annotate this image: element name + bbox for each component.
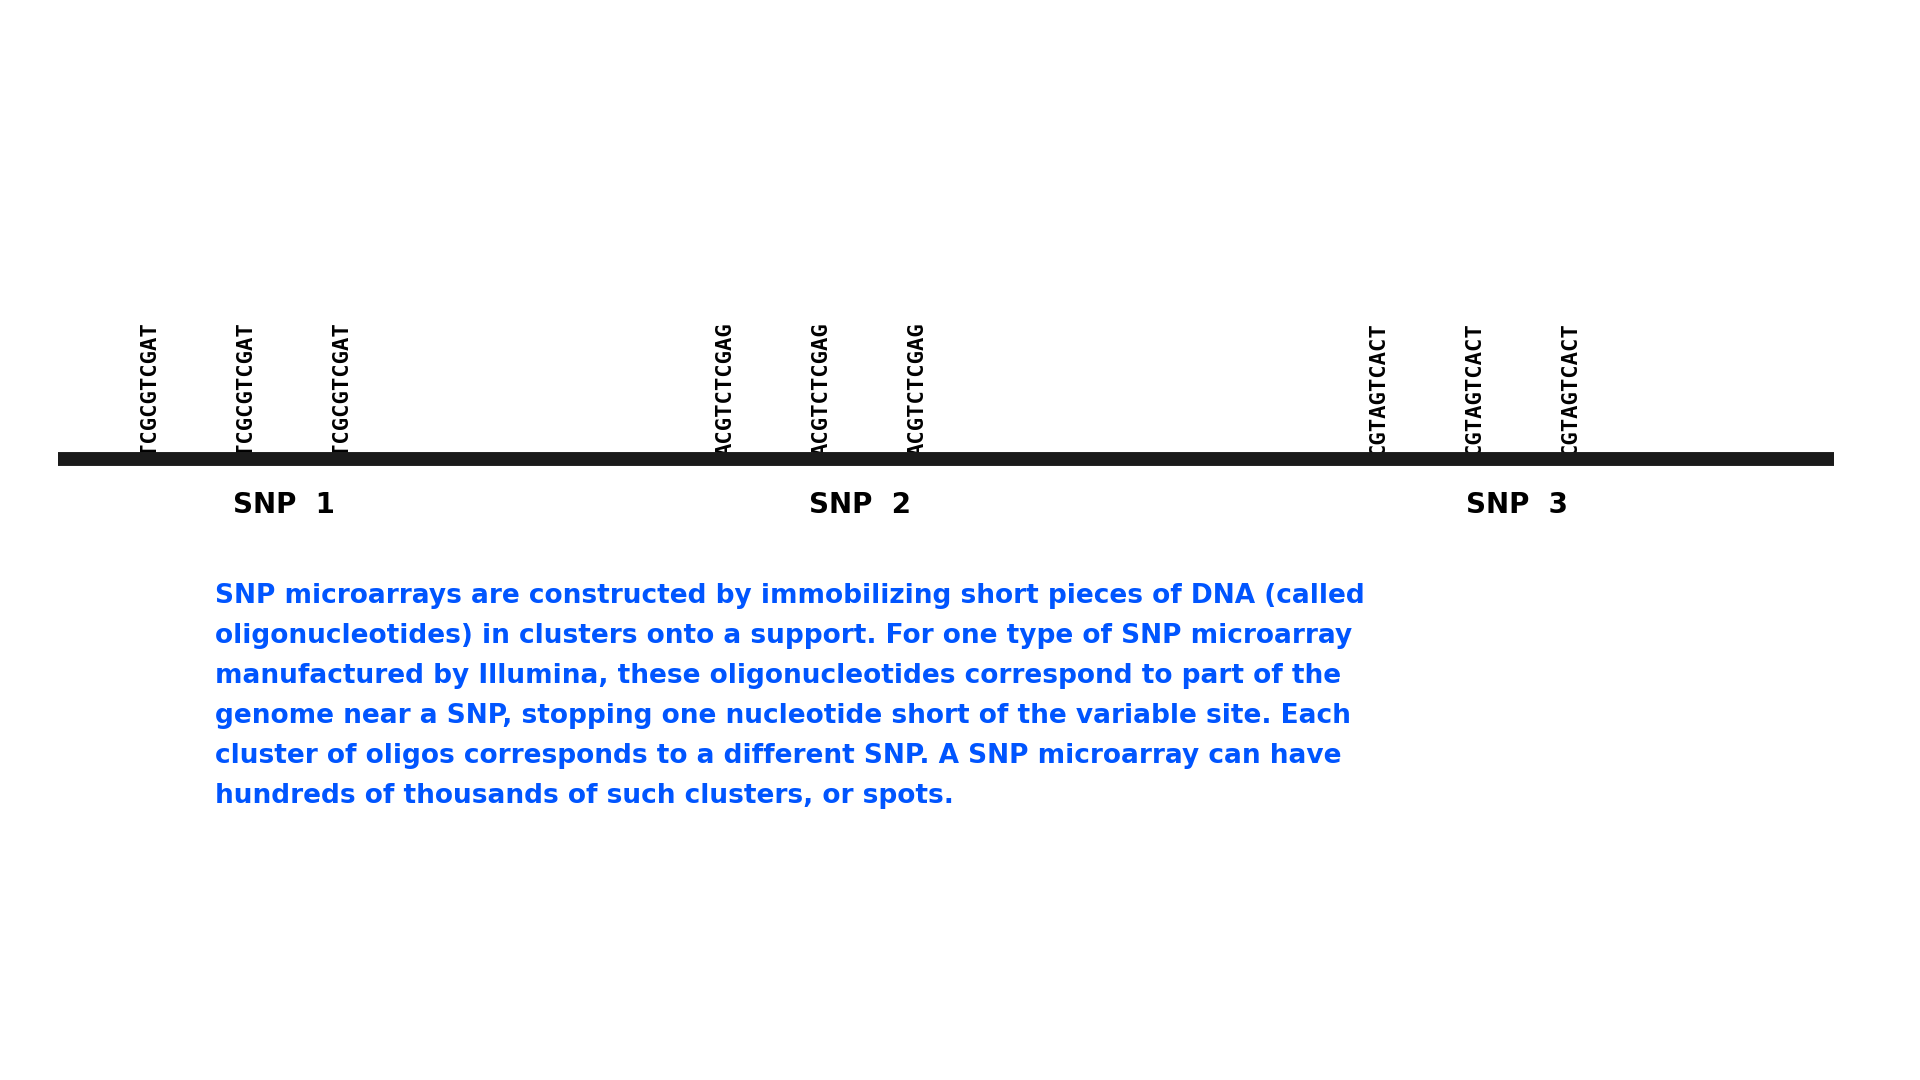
Text: SNP  3: SNP 3 <box>1465 491 1569 519</box>
Text: CGTAGTCACT: CGTAGTCACT <box>1561 322 1580 456</box>
Text: SNP microarrays are constructed by immobilizing short pieces of DNA (called
olig: SNP microarrays are constructed by immob… <box>215 583 1365 809</box>
Text: CGTAGTCACT: CGTAGTCACT <box>1465 322 1484 456</box>
Text: TCGCGTCGAT: TCGCGTCGAT <box>236 322 255 456</box>
Text: ACGTCTCGAG: ACGTCTCGAG <box>716 322 735 456</box>
Text: TCGCGTCGAT: TCGCGTCGAT <box>140 322 159 456</box>
Text: SNP  1: SNP 1 <box>232 491 336 519</box>
Text: ACGTCTCGAG: ACGTCTCGAG <box>908 322 927 456</box>
Text: ACGTCTCGAG: ACGTCTCGAG <box>812 322 831 456</box>
Text: TCGCGTCGAT: TCGCGTCGAT <box>332 322 351 456</box>
Text: CGTAGTCACT: CGTAGTCACT <box>1369 322 1388 456</box>
Text: SNP  2: SNP 2 <box>808 491 912 519</box>
